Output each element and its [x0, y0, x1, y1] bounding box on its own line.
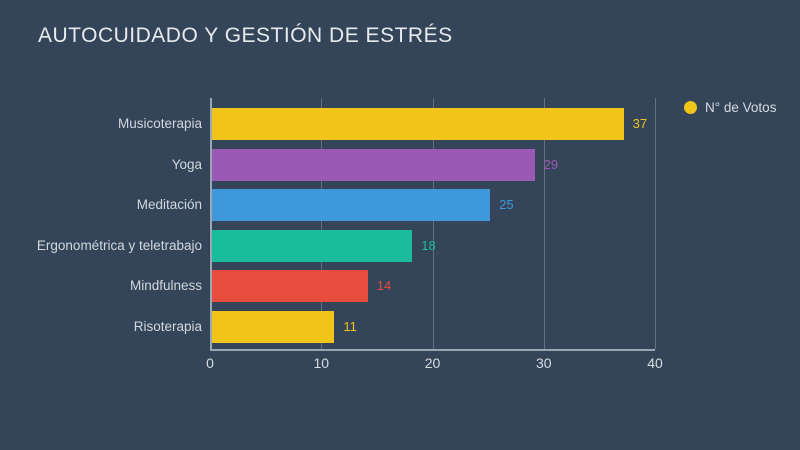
bar-mindfulness [212, 270, 368, 302]
gridline-x-30 [543, 98, 545, 349]
x-tick-label-30: 30 [535, 355, 552, 371]
bar-value-label: 11 [343, 318, 357, 334]
legend-label: N° de Votos [705, 99, 777, 115]
category-label: Musicoterapia [117, 116, 202, 131]
legend-marker-icon [684, 100, 697, 114]
bar-value-label: 29 [543, 156, 559, 172]
bar-meditaci-n [212, 189, 491, 221]
bar-ergonom-trica-y-teletrabajo [212, 229, 413, 262]
y-axis-labels: Musicoterapia Yoga Meditación Ergonométrica… [0, 98, 202, 351]
gridline-x-20 [432, 98, 434, 349]
x-tick-label-10: 10 [313, 355, 330, 371]
bar-yoga [212, 148, 535, 181]
x-tick-label-0: 0 [206, 355, 214, 371]
x-tick-label-40: 40 [647, 355, 663, 371]
gridline-x-10 [321, 98, 323, 349]
bar-value-label: 18 [421, 237, 436, 253]
category-label: Mindfulness [129, 278, 202, 293]
category-label: Risoterapia [133, 318, 202, 334]
bar-value-label: 25 [499, 197, 514, 212]
bar-value-label: 37 [632, 116, 648, 131]
legend-item-votes[interactable]: N° de Votos [684, 99, 776, 115]
x-axis-ticks: 0 10 20 30 40 [206, 355, 663, 375]
bar-risoterapia [212, 310, 335, 343]
plot-area: 37 29 25 18 14 11 [210, 98, 656, 351]
category-label: Yoga [171, 156, 202, 172]
bar-musicoterapia [212, 108, 624, 140]
gridline-x-40 [655, 98, 656, 349]
category-label: Ergonométrica y teletrabajo [36, 237, 202, 253]
bar-value-label: 14 [376, 278, 392, 293]
chart-title: AUTOCUIDADO Y GESTIÓN DE ESTRÉS [38, 24, 453, 47]
category-label: Meditación [136, 197, 202, 212]
x-tick-label-20: 20 [424, 355, 441, 371]
